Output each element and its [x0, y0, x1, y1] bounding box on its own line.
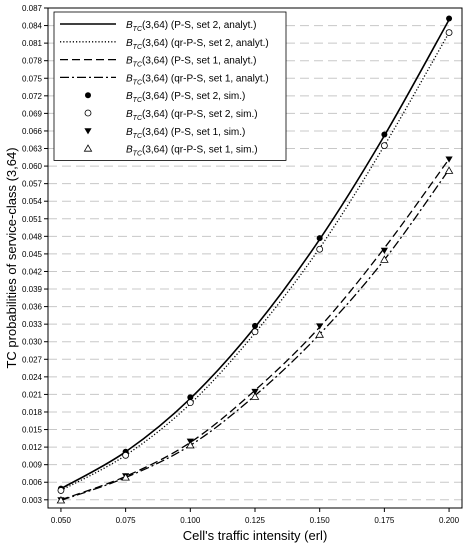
- legend-label: BTC(3,64) (P-S, set 2, analyt.): [126, 20, 257, 33]
- y-tick-label: 0.024: [22, 373, 43, 382]
- legend-label: BTC(3,64) (qr-P-S, set 1, sim.): [126, 145, 258, 158]
- y-tick-label: 0.087: [22, 4, 43, 13]
- y-axis-title: TC probabilities of service-class (3,64): [4, 147, 19, 368]
- data-point: [380, 247, 388, 254]
- y-tick-label: 0.072: [22, 92, 43, 101]
- series-8: [56, 166, 454, 504]
- data-point: [251, 328, 259, 336]
- legend-item: BTC(3,64) (P-S, set 1, analyt.): [60, 56, 257, 69]
- y-tick-label: 0.078: [22, 57, 43, 66]
- legend-item: BTC(3,64) (qr-P-S, set 2, analyt.): [60, 38, 269, 51]
- y-tick-label: 0.003: [22, 496, 43, 505]
- y-tick-label: 0.060: [22, 162, 43, 171]
- data-point: [445, 29, 453, 36]
- series-layer: [56, 15, 454, 504]
- series-line: [60, 32, 450, 492]
- y-tick-label: 0.009: [22, 461, 43, 470]
- data-point: [445, 156, 453, 163]
- y-tick-label: 0.030: [22, 338, 43, 347]
- data-point: [122, 451, 130, 459]
- legend-item: BTC(3,64) (P-S, set 2, sim.): [85, 91, 245, 104]
- legend-label: BTC(3,64) (P-S, set 2, sim.): [126, 91, 245, 104]
- data-point: [446, 15, 453, 22]
- data-point: [57, 487, 65, 494]
- x-axis: 0.050 0.075 0.100 0.125 0.150 0.175 0.200: [51, 508, 460, 525]
- legend-item: BTC(3,64) (P-S, set 1, sim.): [84, 127, 245, 140]
- legend-label: BTC(3,64) (P-S, set 1, analyt.): [126, 56, 257, 69]
- data-point: [252, 322, 258, 329]
- data-point: [56, 495, 66, 504]
- y-tick-label: 0.021: [22, 390, 43, 399]
- x-tick-label: 0.100: [180, 516, 201, 525]
- legend-item: BTC(3,64) (qr-P-S, set 2, sim.): [84, 109, 258, 122]
- y-tick-label: 0.069: [22, 109, 43, 118]
- legend-label: BTC(3,64) (qr-P-S, set 2, analyt.): [126, 38, 269, 51]
- x-tick-label: 0.200: [439, 516, 460, 525]
- y-axis: 0.003 0.006 0.009 0.012 0.015 0.018 0.021 0.024…: [22, 4, 48, 505]
- y-tick-label: 0.084: [22, 22, 43, 31]
- data-point: [186, 440, 195, 449]
- legend: BTC(3,64) (P-S, set 2, analyt.) BTC(3,64)…: [53, 11, 287, 161]
- x-tick-label: 0.150: [310, 516, 331, 525]
- series-line: [60, 158, 450, 501]
- x-tick-label: 0.125: [245, 516, 266, 525]
- legend-item: BTC(3,64) (qr-P-S, set 1, sim.): [83, 144, 258, 158]
- y-tick-label: 0.027: [22, 355, 43, 364]
- data-point: [316, 235, 323, 242]
- legend-marker: [84, 128, 92, 135]
- y-tick-label: 0.054: [22, 197, 43, 206]
- y-tick-label: 0.045: [22, 250, 43, 259]
- legend-label: BTC(3,64) (qr-P-S, set 2, sim.): [126, 109, 258, 122]
- x-tick-label: 0.050: [51, 516, 72, 525]
- y-tick-label: 0.012: [22, 443, 43, 452]
- y-tick-label: 0.018: [22, 408, 43, 417]
- data-point: [186, 399, 194, 407]
- legend-item: BTC(3,64) (qr-P-S, set 1, analyt.): [60, 73, 269, 86]
- data-point: [380, 255, 389, 263]
- x-axis-title: Cell's traffic intensity (erl): [183, 528, 328, 543]
- data-point: [121, 473, 130, 481]
- y-tick-label: 0.063: [22, 145, 43, 154]
- y-tick-label: 0.015: [22, 426, 43, 435]
- data-point: [316, 245, 324, 253]
- series-2: [60, 32, 450, 492]
- legend-label: BTC(3,64) (P-S, set 1, sim.): [126, 127, 245, 140]
- legend-marker: [85, 92, 91, 99]
- y-tick-label: 0.039: [22, 285, 43, 294]
- legend-marker: [83, 144, 93, 152]
- data-point: [380, 142, 388, 149]
- y-tick-label: 0.033: [22, 320, 43, 329]
- y-tick-label: 0.066: [22, 127, 43, 136]
- y-tick-label: 0.075: [22, 74, 43, 83]
- series-3: [60, 158, 450, 501]
- y-tick-label: 0.051: [22, 215, 43, 224]
- legend-box: [53, 11, 287, 161]
- y-tick-label: 0.006: [22, 478, 43, 487]
- y-tick-label: 0.057: [22, 180, 43, 189]
- y-tick-label: 0.042: [22, 267, 43, 276]
- data-point: [316, 323, 324, 330]
- series-6: [57, 29, 453, 494]
- y-tick-label: 0.036: [22, 303, 43, 312]
- x-tick-label: 0.075: [116, 516, 137, 525]
- legend-label: BTC(3,64) (qr-P-S, set 1, analyt.): [126, 73, 269, 86]
- data-point: [315, 330, 324, 338]
- data-point: [187, 394, 194, 401]
- x-tick-label: 0.175: [374, 516, 395, 525]
- data-point: [251, 388, 259, 396]
- data-point: [381, 131, 388, 138]
- data-point: [444, 166, 454, 174]
- legend-marker: [84, 109, 92, 117]
- data-point: [250, 392, 260, 400]
- legend-item: BTC(3,64) (P-S, set 2, analyt.): [60, 20, 257, 33]
- y-tick-label: 0.081: [22, 39, 43, 48]
- y-tick-label: 0.048: [22, 232, 43, 241]
